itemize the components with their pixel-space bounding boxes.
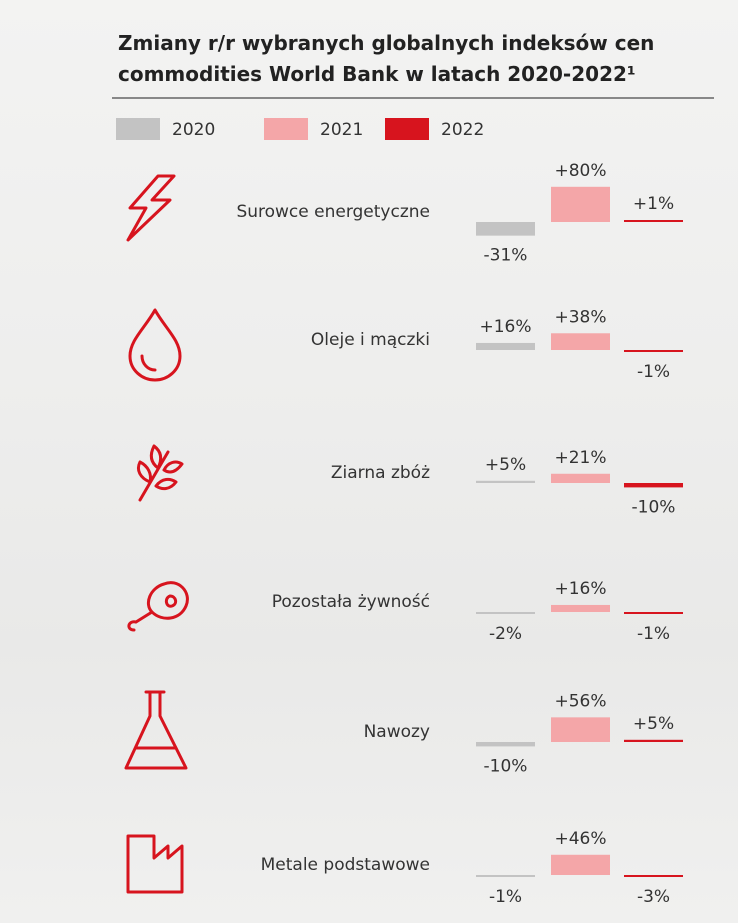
category-icon [130, 310, 180, 380]
chart: 2020 2021 2022 Surowce energetyczne -31% +80%… [0, 0, 738, 923]
category-label: Ziarna zbóż [331, 463, 430, 483]
bar [624, 612, 683, 614]
bar [476, 612, 535, 614]
value-label: +16% [554, 579, 606, 599]
value-label: +16% [479, 317, 531, 337]
value-label: +46% [554, 829, 606, 849]
category-label: Pozostała żywność [272, 592, 430, 612]
bar [624, 220, 683, 222]
bar [476, 481, 535, 483]
value-label: -1% [637, 624, 670, 644]
bar [624, 740, 683, 742]
bar [476, 343, 535, 350]
bar [551, 717, 610, 742]
bar [551, 605, 610, 612]
bar [624, 875, 683, 877]
infographic: Zmiany r/r wybranych globalnych indeksów… [0, 0, 738, 923]
legend-label: 2022 [441, 120, 484, 140]
value-label: +21% [554, 448, 606, 468]
value-label: -31% [484, 246, 528, 266]
bar [624, 350, 683, 352]
legend-swatch [385, 118, 429, 140]
bar [551, 333, 610, 350]
category-label: Surowce energetyczne [236, 202, 430, 222]
bar [551, 855, 610, 875]
category-icon [129, 583, 188, 630]
bar [551, 474, 610, 483]
legend-swatch [264, 118, 308, 140]
value-label: +5% [485, 455, 526, 475]
category-icon [126, 692, 186, 768]
category-label: Oleje i mączki [311, 330, 430, 350]
legend-label: 2021 [320, 120, 363, 140]
value-label: -1% [489, 887, 522, 907]
bar [476, 875, 535, 877]
value-label: -10% [484, 756, 528, 776]
value-label: +80% [554, 161, 606, 181]
value-label: +56% [554, 691, 606, 711]
value-label: +38% [554, 307, 606, 327]
category-label: Metale podstawowe [261, 855, 430, 875]
bar [551, 187, 610, 222]
value-label: -2% [489, 624, 522, 644]
value-label: -3% [637, 887, 670, 907]
bar [476, 742, 535, 746]
category-icon [128, 836, 182, 892]
value-label: +5% [633, 714, 674, 734]
category-label: Nawozy [364, 722, 430, 742]
value-label: +1% [633, 194, 674, 214]
category-icon [138, 446, 182, 500]
legend-swatch [116, 118, 160, 140]
bar [476, 222, 535, 236]
legend-label: 2020 [172, 120, 215, 140]
value-label: -1% [637, 362, 670, 382]
value-label: -10% [632, 497, 676, 517]
bar [624, 483, 683, 487]
category-icon [128, 176, 174, 240]
